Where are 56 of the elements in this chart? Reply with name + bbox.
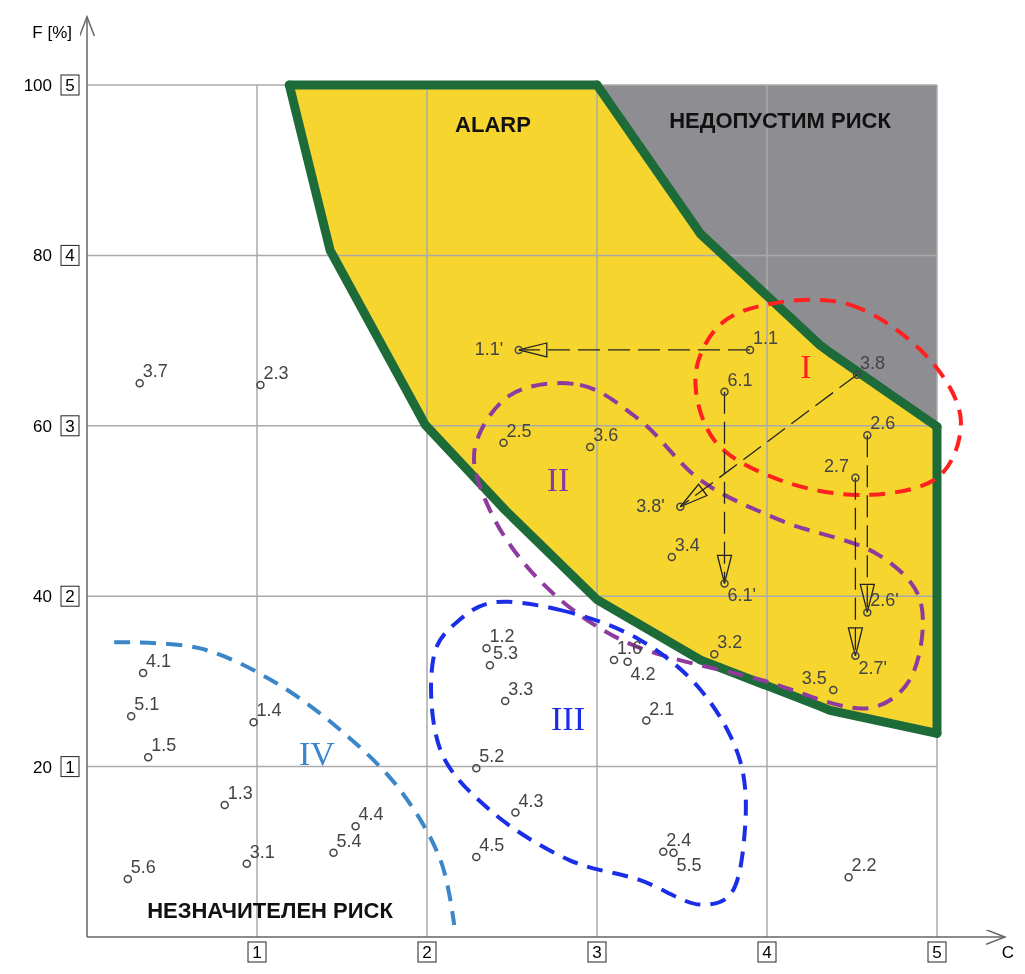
series-label: 4.4 (358, 804, 384, 825)
series-label: 5.5 (676, 854, 702, 875)
series-label: 2.7' (858, 657, 887, 678)
series-label: 4.5 (479, 834, 505, 855)
series-label: 5.4 (336, 830, 362, 851)
x-tick-label: 5 (932, 943, 942, 962)
series-label: 3.1 (249, 841, 275, 862)
y2-tick-label: 4 (65, 246, 75, 266)
series-label: 3.7 (142, 361, 168, 382)
series-label: 3.8 (860, 352, 886, 373)
annotation: НЕЗНАЧИТЕЛЕН РИСК (147, 897, 394, 923)
x-axis-title: C (1001, 943, 1015, 962)
series-label: 3.5 (801, 667, 827, 688)
series-label: 3.6 (593, 425, 619, 446)
x-tick-label: 4 (762, 943, 772, 962)
y-tick-label: 100 (23, 76, 52, 95)
annotation: I (800, 347, 812, 385)
series-label: 2.1 (649, 698, 675, 719)
series-label: 1.3 (227, 782, 253, 803)
series-label: 4.2 (630, 663, 656, 684)
annotation: ALARP (455, 111, 531, 137)
series-label: 4.3 (518, 790, 544, 811)
series-label: 2.4 (666, 829, 692, 850)
x-tick-label: 3 (592, 943, 602, 962)
x-tick-label: 2 (422, 943, 432, 962)
y-tick-label: 60 (33, 416, 52, 436)
y2-tick-label: 1 (65, 757, 75, 777)
y2-tick-label: 5 (65, 76, 75, 95)
series-label: 2.5 (506, 420, 532, 441)
y2-tick-label: 2 (65, 587, 75, 607)
y-axis-title: F [%] (32, 23, 72, 42)
annotation: III (551, 699, 585, 737)
series-label: 2.7 (823, 455, 849, 476)
annotation: НЕДОПУСТИМ РИСК (669, 107, 892, 133)
series-label: 3.2 (717, 632, 743, 653)
series-label: 2.2 (851, 855, 877, 876)
series-label: 5.2 (479, 746, 505, 767)
series-label: 3.3 (508, 679, 534, 699)
series-label: 2.3 (263, 362, 289, 383)
y-tick-label: 40 (33, 587, 52, 607)
series-label: 5.6 (130, 857, 156, 878)
y2-tick-label: 3 (65, 416, 75, 436)
series-label: 1.4 (256, 700, 282, 721)
series-label: 3.4 (674, 535, 700, 556)
series-label: 5.1 (134, 694, 160, 715)
series-label: 3.8' (636, 495, 665, 516)
series-label: 1.1' (474, 338, 504, 359)
x-tick-label: 1 (252, 943, 262, 962)
series-label: 6.1 (727, 369, 753, 390)
series-label: 4.1 (146, 650, 172, 671)
y-tick-label: 20 (33, 757, 52, 777)
series-label: IV (299, 734, 336, 772)
annotation: II (546, 460, 570, 498)
y-tick-label: 80 (33, 246, 52, 266)
series-label: 1.5 (151, 735, 177, 756)
series-label: 1.1 (753, 327, 779, 348)
